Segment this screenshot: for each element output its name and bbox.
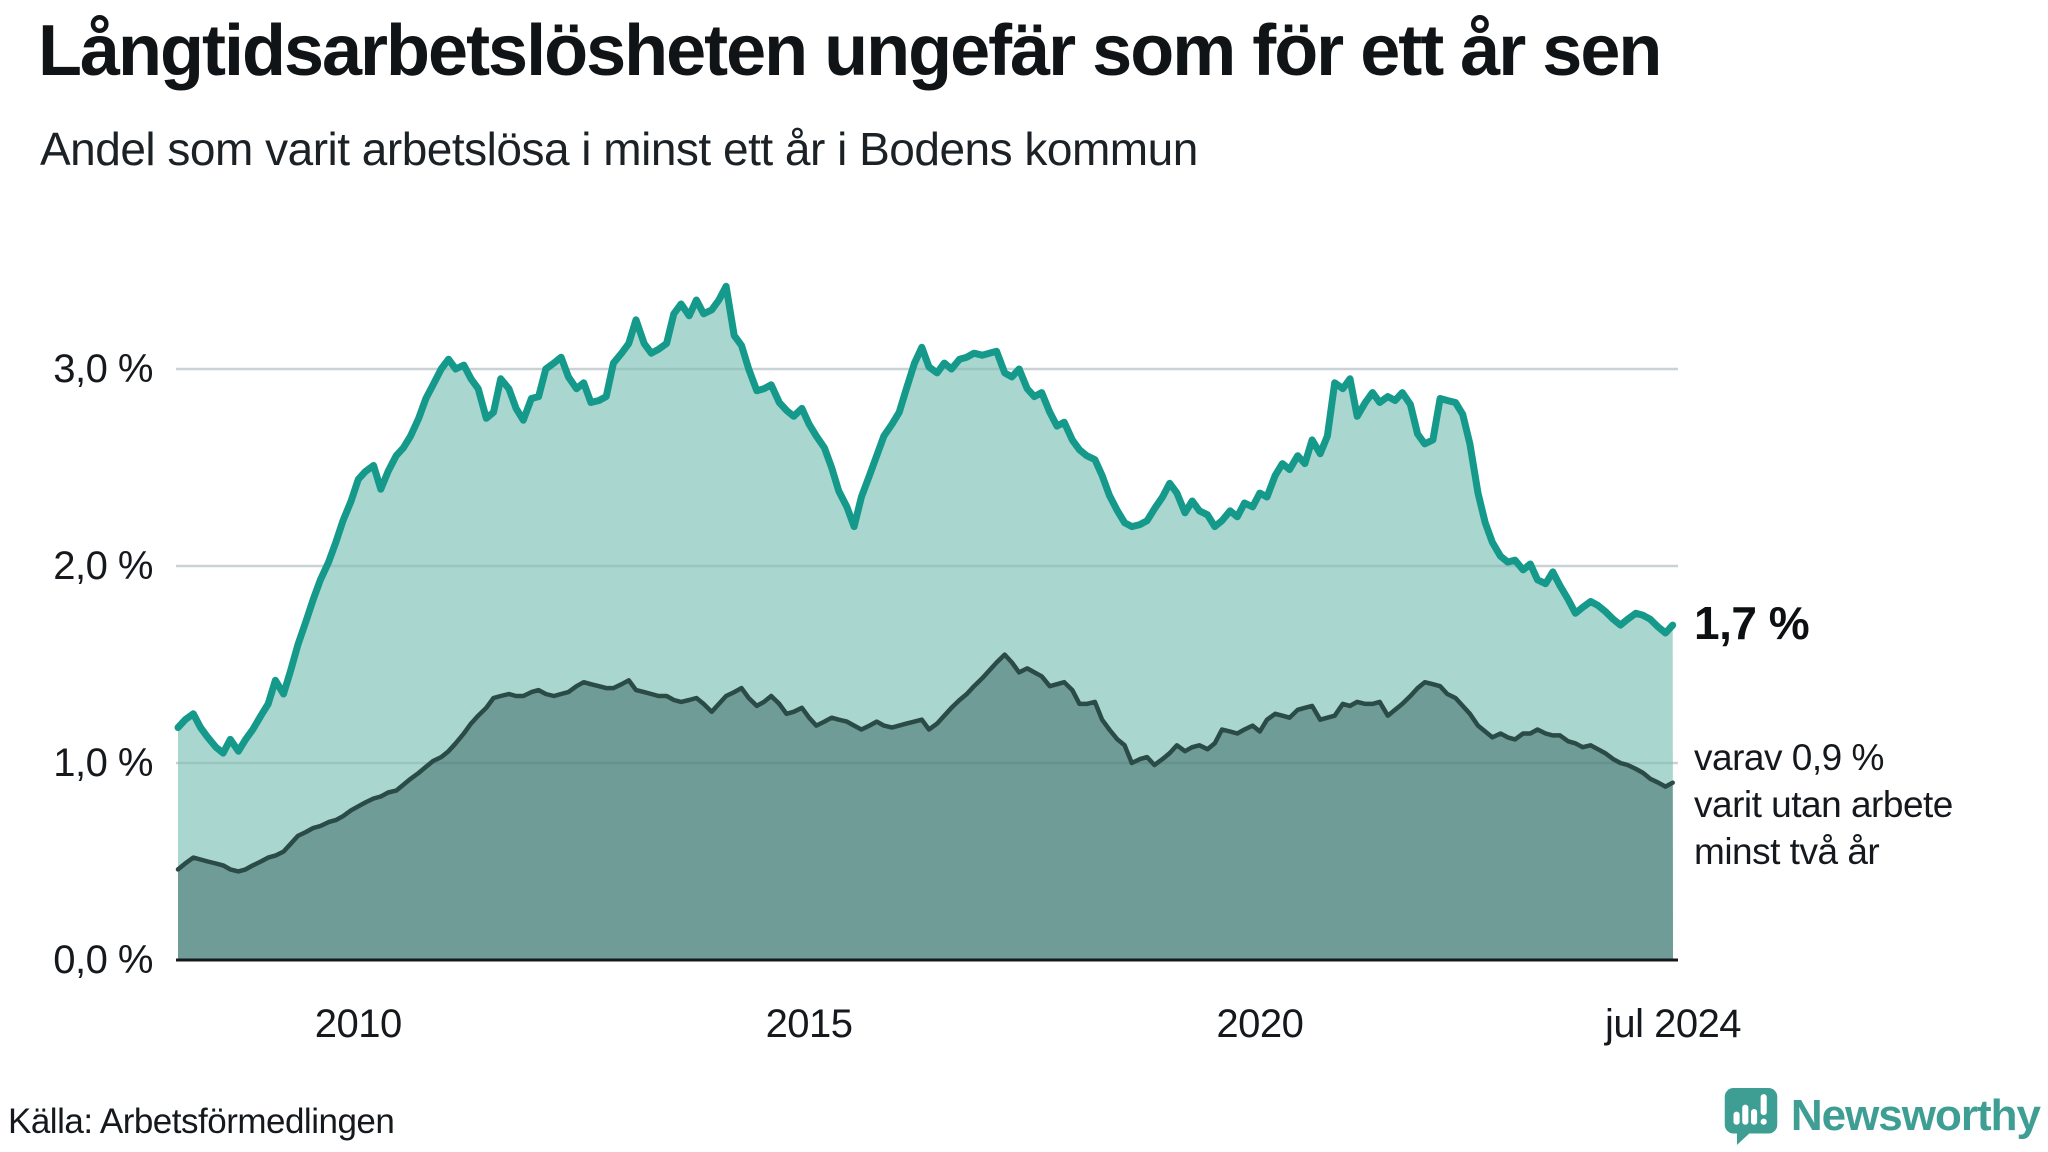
x-axis-tick-label: jul 2024 xyxy=(1604,1002,1742,1046)
y-axis-tick-label: 2,0 % xyxy=(53,544,153,588)
x-axis-tick-label: 2020 xyxy=(1216,1002,1304,1046)
page-subtitle: Andel som varit arbetslösa i minst ett å… xyxy=(40,123,1198,175)
area-fill-series2 xyxy=(178,654,1673,960)
series2-label-line2: varit utan arbete xyxy=(1694,784,1953,825)
series-line-1 xyxy=(174,282,1677,757)
x-axis-tick-label: 2015 xyxy=(765,1002,853,1046)
y-axis-tick-label: 3,0 % xyxy=(53,347,153,391)
newsworthy-logo: Newsworthy xyxy=(1723,1086,2041,1146)
series2-end-value-label: varav 0,9 % varit utan arbete minst två … xyxy=(1694,734,1953,875)
x-axis-tick-label: 2010 xyxy=(314,1002,402,1046)
series1-end-value-label: 1,7 % xyxy=(1694,597,1810,649)
y-axis-tick-label: 1,0 % xyxy=(53,741,153,785)
source-note: Källa: Arbetsförmedlingen xyxy=(8,1102,395,1141)
series2-label-line1: varav 0,9 % xyxy=(1694,737,1884,778)
newsworthy-logo-icon xyxy=(1724,1088,1778,1145)
series2-label-line3: minst två år xyxy=(1694,831,1880,872)
y-axis-tick-label: 0,0 % xyxy=(53,938,153,982)
series-line-2 xyxy=(175,652,1675,874)
newsworthy-wordmark: Newsworthy xyxy=(1790,1091,2041,1140)
page-title: Långtidsarbetslösheten ungefär som för e… xyxy=(38,11,1662,91)
